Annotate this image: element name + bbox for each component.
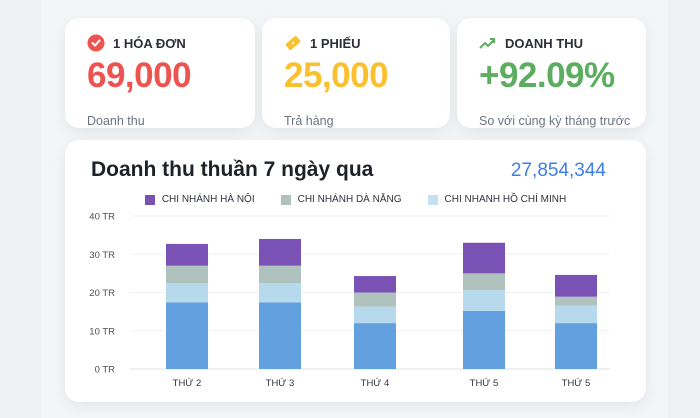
stat-caption: Doanh thu <box>87 114 145 128</box>
bar-segment <box>354 292 396 307</box>
stat-value: 69,000 <box>87 56 192 95</box>
chart-legend: CHI NHÁNH HÀ NỘI CHI NHÁNH DÀ NẴNG CHI N… <box>65 194 646 205</box>
x-tick-label: THỨ 5 <box>470 378 499 389</box>
bar-segment <box>555 274 597 297</box>
y-tick-label: 0 TR <box>95 365 116 376</box>
legend-item-ha-noi[interactable]: CHI NHÁNH HÀ NỘI <box>144 194 255 205</box>
stacked-bar-chart: 0 TR 10 TR 20 TR 30 TR 40 TR THỨ 2 THỨ 3 THỨ 4 T… <box>89 212 610 389</box>
check-circle-icon <box>87 34 105 52</box>
bar-segment <box>354 276 396 293</box>
ticket-icon <box>285 36 301 50</box>
bar-segment <box>166 243 208 266</box>
stat-caption: So với cùng kỳ tháng trước <box>479 114 631 128</box>
trend-up-icon <box>479 38 495 49</box>
bar-segment <box>259 283 301 303</box>
revenue-chart-card: Doanh thu thuần 7 ngày qua 27,854,344 CH… <box>65 140 646 402</box>
return-stat-card[interactable]: 1 PHIẾU 25,000 Trả hàng <box>262 18 450 128</box>
legend-item-ho-chi-minh[interactable]: CHI NHANH HỒ CHÍ MINH <box>427 194 566 205</box>
bar-segment <box>259 238 301 266</box>
revenue-growth-card[interactable]: DOANH THU +92.09% So với cùng kỳ tháng t… <box>457 18 646 128</box>
legend-item-da-nang[interactable]: CHI NHÁNH DÀ NẴNG <box>280 194 402 205</box>
x-tick-label: THỨ 4 <box>361 378 390 389</box>
bar-segment <box>463 290 505 311</box>
bar-segment <box>354 323 396 369</box>
y-tick-label: 30 TR <box>89 250 115 261</box>
y-tick-label: 10 TR <box>89 326 115 337</box>
bar-segment <box>166 302 208 369</box>
bar-segment <box>463 310 505 369</box>
bar-segment <box>463 273 505 291</box>
bar-segment <box>555 323 597 369</box>
stat-heading: 1 PHIẾU <box>310 35 361 51</box>
invoice-stat-card[interactable]: 1 HÓA ĐƠN 69,000 Doanh thu <box>65 18 255 128</box>
y-tick-label: 20 TR <box>89 288 115 299</box>
bar-segment <box>463 242 505 274</box>
bar-segment <box>259 302 301 369</box>
bar-segment <box>555 305 597 324</box>
bar-segment <box>166 265 208 284</box>
bar-segment <box>555 296 597 306</box>
y-tick-label: 40 TR <box>89 212 115 223</box>
stat-heading: DOANH THU <box>505 35 583 51</box>
bar-segment <box>354 306 396 324</box>
stat-value: +92.09% <box>479 56 615 95</box>
x-tick-label: THỨ 2 <box>173 378 202 389</box>
stat-heading: 1 HÓA ĐƠN <box>113 35 186 51</box>
x-tick-label: THỨ 3 <box>266 378 295 389</box>
stat-caption: Trả hàng <box>284 114 334 128</box>
x-tick-label: THỨ 5 <box>562 378 591 389</box>
chart-total: 27,854,344 <box>510 160 606 181</box>
bar-segment <box>259 265 301 284</box>
bar-segment <box>166 283 208 303</box>
chart-title: Doanh thu thuần 7 ngày qua <box>91 158 374 181</box>
stat-value: 25,000 <box>284 56 389 95</box>
